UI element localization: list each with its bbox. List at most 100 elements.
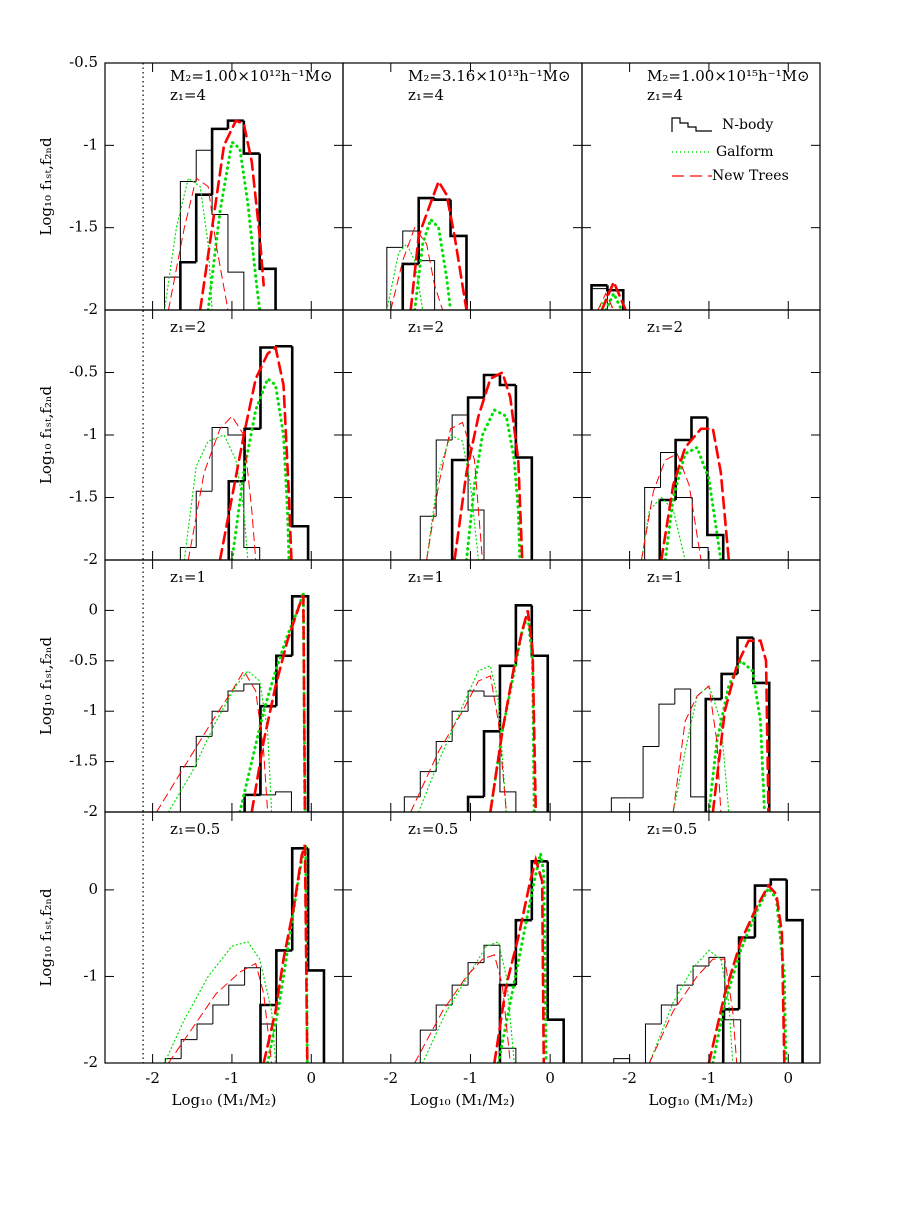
newtrees-curve	[489, 610, 538, 812]
galform-curve	[426, 434, 480, 560]
newtrees-curve	[597, 292, 615, 310]
y-tick-label: 0	[88, 600, 98, 618]
newtrees-curve	[409, 178, 468, 310]
nbody-bin	[466, 396, 485, 460]
panel-frame	[581, 309, 821, 561]
nbody-bin	[435, 1004, 453, 1031]
y-tick-label: -1	[83, 425, 98, 443]
legend-icon	[671, 117, 712, 132]
nbody-bin	[467, 962, 485, 986]
newtrees-curve	[250, 594, 307, 812]
nbody-bin	[403, 796, 421, 812]
y-tick-label: -0.5	[69, 651, 98, 669]
newtrees-curve	[600, 278, 627, 310]
nbody-bin	[196, 1023, 213, 1040]
nbody-bin	[546, 861, 565, 1063]
nbody-bin	[275, 344, 293, 348]
nbody-bin	[690, 416, 708, 440]
x-tick-label: 0	[306, 1069, 316, 1087]
redshift-label: z₁=1	[408, 568, 444, 586]
nbody-bin	[498, 983, 516, 1063]
newtrees-curve	[218, 345, 293, 560]
nbody-bin	[227, 427, 244, 436]
legend-label: Galform	[716, 144, 774, 160]
panel	[386, 178, 468, 310]
galform-curve	[711, 885, 788, 1063]
newtrees-curve	[648, 958, 738, 1063]
y-tick-label: -2	[83, 802, 98, 820]
nbody-bin	[451, 710, 469, 742]
newtrees-curve	[410, 675, 507, 812]
redshift-label: z₁=2	[408, 318, 444, 336]
nbody-bin	[244, 967, 261, 986]
nbody-bin	[483, 944, 500, 963]
y-tick-label: -0.5	[69, 363, 98, 381]
redshift-label: z₁=4	[647, 86, 683, 104]
newtrees-curve	[262, 844, 309, 1063]
galform-curve	[663, 445, 723, 560]
newtrees-curve	[493, 854, 546, 1063]
y-tick-label: -1.5	[69, 752, 98, 770]
legend-label: New Trees	[712, 168, 789, 184]
y-axis-label: Log₁₀ f₁ₛₜ,f₂ₙd	[37, 137, 55, 236]
panel	[179, 344, 310, 560]
y-tick-label: -1	[83, 701, 98, 719]
nbody-bin	[259, 967, 277, 1063]
nbody-bin	[691, 497, 709, 560]
nbody-bin	[674, 438, 692, 500]
galform-curve	[206, 139, 262, 310]
nbody-bin	[660, 1004, 678, 1025]
galform-curve	[604, 290, 624, 310]
nbody-bin	[212, 1004, 229, 1025]
nbody-bin	[179, 766, 197, 812]
newtrees-curve	[641, 453, 702, 560]
nbody-bin	[498, 664, 516, 732]
newtrees-curve	[156, 669, 269, 812]
y-tick-label: -1	[83, 966, 98, 984]
y-axis-label: Log₁₀ f₁ₛₜ,f₂ₙd	[37, 386, 55, 485]
galform-curve	[496, 853, 548, 1063]
galform-curve	[640, 496, 686, 560]
nbody-bin	[704, 697, 722, 812]
redshift-label: z₁=4	[408, 86, 444, 104]
nbody-bin	[227, 690, 244, 712]
nbody-bin	[194, 193, 213, 263]
nbody-bin	[724, 957, 742, 1063]
x-axis-label: Log₁₀ (M₁/M₂)	[410, 1091, 515, 1109]
legend-label: N-body	[722, 117, 773, 133]
nbody-bin	[243, 683, 260, 692]
newtrees-curve	[198, 118, 265, 310]
x-axis-label: Log₁₀ (M₁/M₂)	[649, 1091, 754, 1109]
x-tick-label: -1	[702, 1069, 717, 1087]
panel	[163, 118, 277, 310]
panel	[610, 636, 771, 812]
redshift-label: z₁=1	[170, 568, 206, 586]
nbody-bin	[658, 703, 675, 747]
galform-curve	[422, 941, 515, 1063]
nbody-bin	[692, 965, 709, 986]
nbody-bin	[433, 198, 451, 201]
newtrees-curve	[426, 421, 483, 560]
x-tick-label: 0	[783, 1069, 793, 1087]
y-tick-label: -1	[83, 135, 98, 153]
nbody-bin	[419, 1029, 437, 1063]
nbody-bin	[690, 689, 708, 812]
nbody-bin	[706, 417, 725, 560]
galform-curve	[672, 684, 730, 812]
nbody-bin	[179, 260, 197, 310]
newtrees-curve	[167, 177, 229, 310]
nbody-bin	[306, 848, 326, 1063]
nbody-bin	[753, 884, 771, 938]
nbody-bin	[769, 878, 787, 886]
panel-frame	[581, 62, 821, 311]
nbody-bin	[419, 771, 437, 797]
nbody-bin	[629, 1058, 646, 1063]
x-tick-label: -2	[383, 1069, 398, 1087]
nbody-bin	[606, 285, 625, 310]
y-tick-label: -2	[83, 300, 98, 318]
galform-curve	[597, 297, 615, 310]
x-tick-label: -1	[225, 1069, 240, 1087]
nbody-bin	[275, 791, 292, 812]
nbody-bin	[482, 730, 500, 797]
nbody-bin	[498, 375, 516, 387]
